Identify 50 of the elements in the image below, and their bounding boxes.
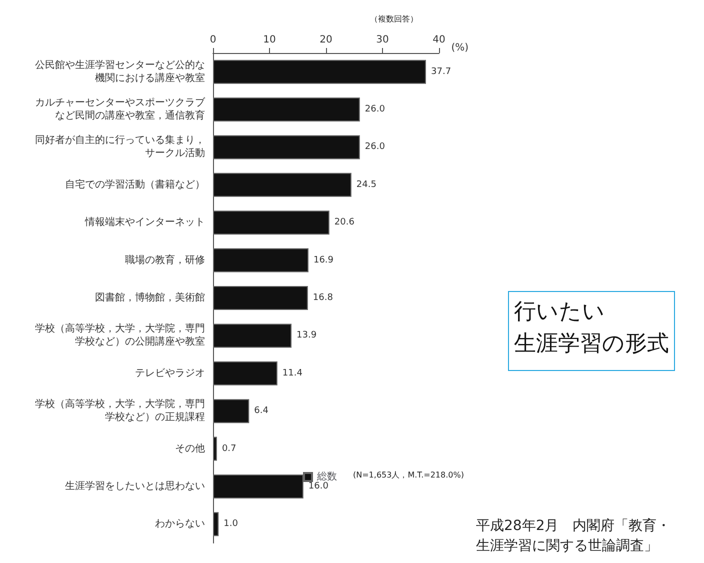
x-tick-label: 40 (432, 34, 446, 46)
y-tick-label: 学校（高等学校，大学，大学院，専門学校など）の正規課程 (35, 398, 205, 424)
x-tick-label: 30 (376, 34, 389, 46)
y-tick-label: カルチャーセンターやスポーツクラブなど民間の講座や教室，通信教育 (35, 96, 206, 122)
data-label: 1.0 (224, 519, 238, 530)
y-tick-label: 自宅での学習活動（書籍など） (65, 178, 205, 190)
y-tick-label: 学校（高等学校，大学，大学院，専門学校など）の公開講座や教室 (35, 322, 205, 348)
y-tick-label: 生涯学習をしたいとは思わない (65, 480, 205, 492)
y-tick-label: テレビやラジオ (135, 368, 205, 379)
y-tick-label: 職場の教育，研修 (125, 254, 205, 266)
x-axis-title: (%) (451, 42, 469, 54)
bar (213, 210, 330, 235)
legend-label: 総数 (316, 470, 337, 482)
bar (213, 172, 352, 197)
y-tick-label: 同好者が自主的に行っている集まり，サークル活動 (35, 134, 205, 160)
data-label: 16.9 (313, 255, 334, 266)
annotation: (N=1,653人，M.T.=218.0%) (353, 470, 464, 480)
y-tick-label: 図書館，博物館，美術館 (95, 292, 205, 304)
data-label: 11.4 (282, 368, 303, 378)
text: 行いたい (514, 300, 605, 324)
bar (213, 399, 250, 424)
data-label: 26.0 (364, 142, 386, 152)
text: （複数回答） (370, 14, 418, 24)
bar (213, 60, 426, 84)
data-label: 0.7 (222, 444, 236, 454)
bar (213, 135, 360, 160)
bar (213, 436, 217, 461)
data-label: 13.9 (296, 330, 317, 341)
bar (213, 98, 360, 122)
data-label: 6.4 (254, 406, 269, 416)
bar (213, 324, 292, 348)
text: 平成28年2月 内閣府「教育・生涯学習に関する世論調査」 (476, 517, 671, 554)
data-label: 24.5 (356, 180, 376, 190)
bar (213, 248, 308, 272)
bar (213, 512, 219, 536)
x-tick-label: 10 (263, 34, 276, 46)
text: 生涯学習の形式 (514, 332, 669, 356)
data-label: 37.7 (431, 66, 452, 77)
bar (213, 361, 278, 386)
y-tick-label: その他 (175, 442, 205, 454)
y-tick-label: 情報端末やインターネット (84, 216, 205, 228)
x-tick-label: 0 (210, 34, 216, 46)
x-tick-label: 20 (320, 34, 332, 46)
data-label: 20.6 (334, 218, 355, 228)
data-label: 16.0 (308, 481, 329, 492)
bar (213, 286, 308, 310)
y-tick-label: わからない (155, 518, 205, 530)
data-label: 26.0 (364, 104, 386, 115)
y-tick-label: 公民館や生涯学習センターなど公的な機関における講座や教室 (35, 58, 205, 84)
data-label: 16.8 (312, 293, 334, 303)
